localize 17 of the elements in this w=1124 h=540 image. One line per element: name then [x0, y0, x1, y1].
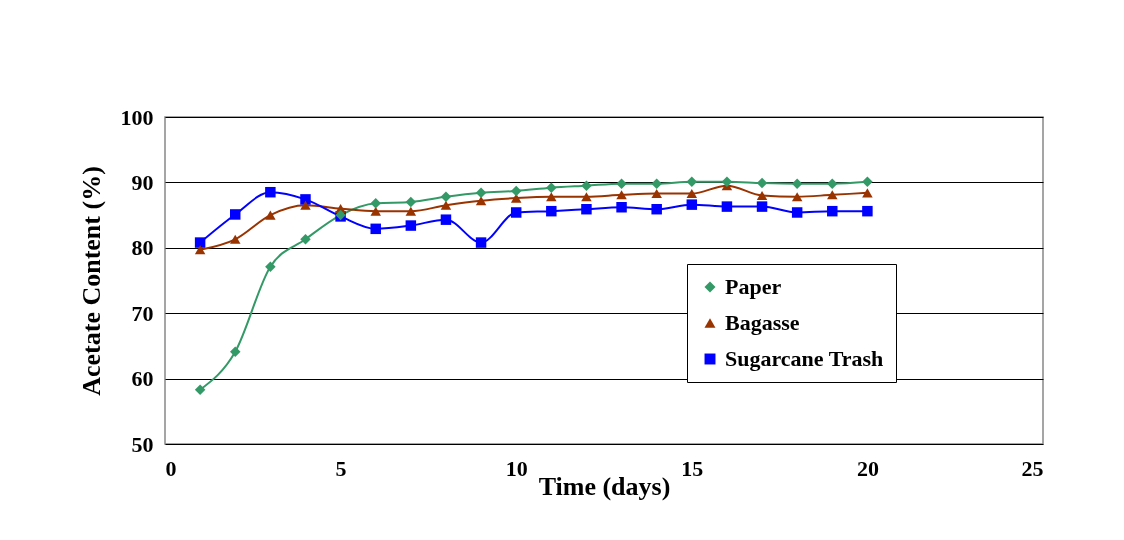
x-axis-title: Time (days)	[538, 471, 671, 501]
x-tick-label: 20	[856, 455, 879, 481]
y-tick-label: 80	[131, 235, 154, 261]
legend-label: Paper	[725, 274, 782, 299]
legend-label: Sugarcane Trash	[725, 346, 884, 371]
legend-label: Bagasse	[725, 310, 800, 335]
y-tick-label: 90	[131, 169, 154, 195]
y-tick-label: 100	[120, 104, 154, 130]
x-tick-label: 15	[681, 455, 704, 481]
x-tick-label: 0	[165, 455, 177, 481]
x-tick-label: 25	[1021, 455, 1044, 481]
y-tick-label: 70	[131, 300, 154, 326]
y-axis-title: Acetate Content (%)	[76, 166, 106, 396]
x-tick-label: 10	[505, 455, 528, 481]
x-tick-label: 5	[335, 455, 347, 481]
y-tick-label: 50	[131, 431, 154, 457]
y-tick-label: 60	[131, 366, 154, 392]
